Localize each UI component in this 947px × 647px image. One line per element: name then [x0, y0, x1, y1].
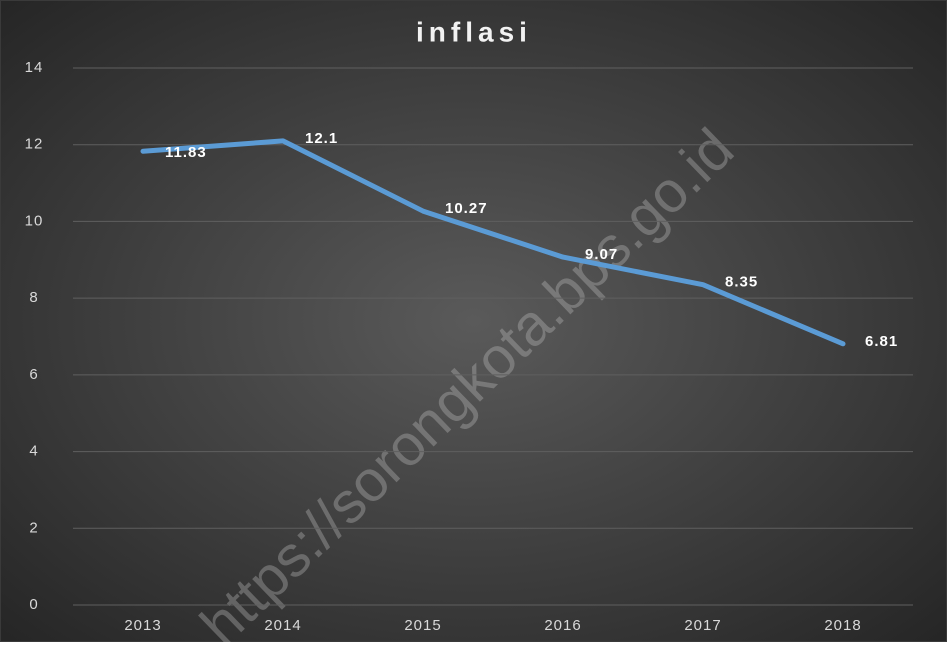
y-tick-label: 14 — [25, 59, 44, 76]
y-tick-label: 0 — [29, 596, 38, 613]
x-tick-label: 2015 — [404, 617, 441, 634]
y-tick-label: 2 — [29, 519, 38, 536]
data-label: 6.81 — [865, 333, 898, 350]
y-tick-label: 12 — [25, 136, 44, 153]
x-tick-label: 2014 — [264, 617, 301, 634]
x-tick-label: 2016 — [544, 617, 581, 634]
data-label: 8.35 — [725, 274, 758, 291]
y-tick-label: 4 — [29, 443, 38, 460]
x-tick-label: 2013 — [124, 617, 161, 634]
line — [140, 138, 846, 347]
data-label: 10.27 — [445, 200, 488, 217]
chart-title: inflasi — [416, 16, 532, 47]
data-label: 12.1 — [305, 130, 338, 147]
y-tick-label: 6 — [29, 366, 38, 383]
data-label: 11.83 — [165, 144, 207, 161]
x-tick-label: 2017 — [684, 617, 721, 634]
x-tick-label: 2018 — [824, 617, 861, 634]
data-label: 9.07 — [585, 246, 618, 263]
y-tick-label: 10 — [25, 212, 44, 229]
y-tick-label: 8 — [29, 289, 38, 306]
